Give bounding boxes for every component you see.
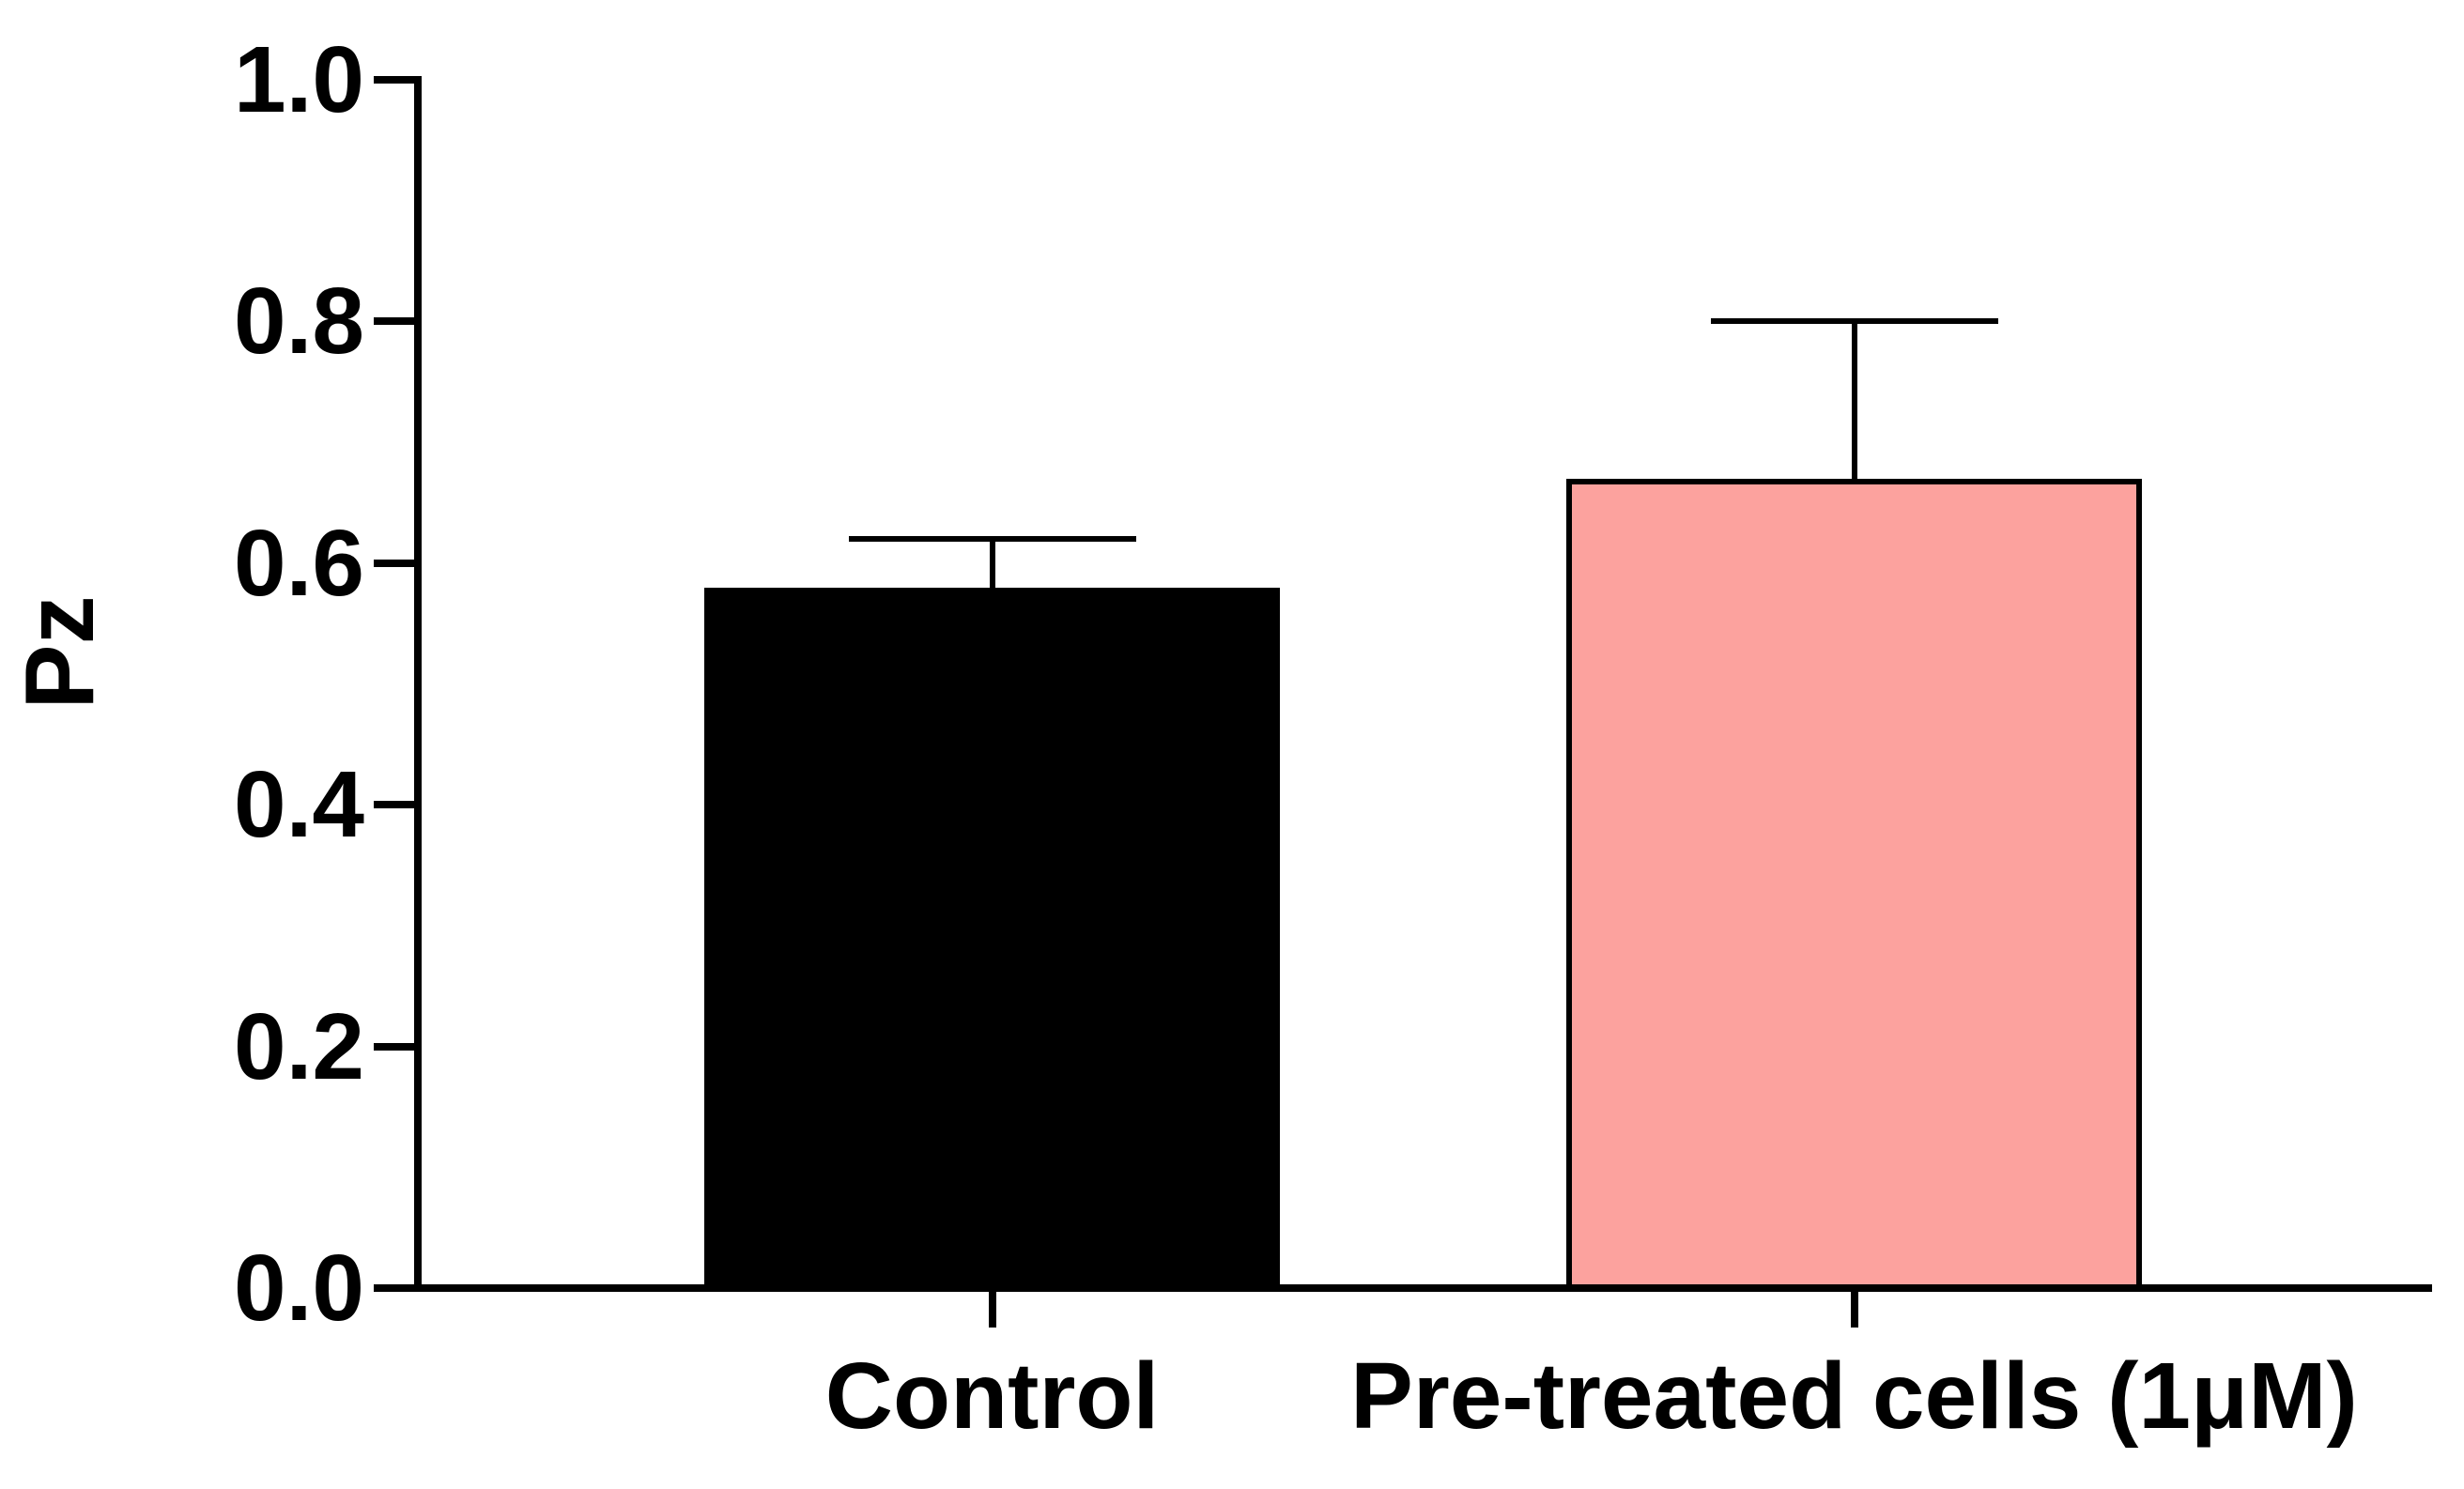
y-tick-label: 0.2 xyxy=(233,993,364,1099)
y-tick-label: 0.0 xyxy=(233,1236,364,1341)
y-tick xyxy=(374,1284,414,1292)
y-tick xyxy=(374,801,414,809)
y-tick xyxy=(374,1042,414,1051)
error-bar-line xyxy=(1851,321,1857,481)
bar-control xyxy=(704,587,1280,1292)
x-axis-line xyxy=(414,1284,2432,1292)
y-tick-label: 0.8 xyxy=(233,269,364,375)
y-tick xyxy=(374,76,414,84)
y-tick-label: 0.6 xyxy=(233,510,364,616)
error-bar-cap xyxy=(1710,318,1998,325)
x-tick xyxy=(988,1292,996,1328)
y-axis-line xyxy=(414,76,422,1292)
y-tick xyxy=(374,559,414,567)
error-bar-cap xyxy=(848,536,1136,543)
x-axis-label: Control xyxy=(824,1343,1160,1449)
y-tick-label: 0.4 xyxy=(233,752,364,858)
x-axis-label: Pre-treated cells (1μM) xyxy=(1350,1343,2358,1449)
y-tick-label: 1.0 xyxy=(233,27,364,132)
x-tick xyxy=(1850,1292,1858,1328)
error-bar-line xyxy=(989,539,995,590)
y-tick xyxy=(374,317,414,326)
bar-pretreated xyxy=(1566,478,2142,1292)
